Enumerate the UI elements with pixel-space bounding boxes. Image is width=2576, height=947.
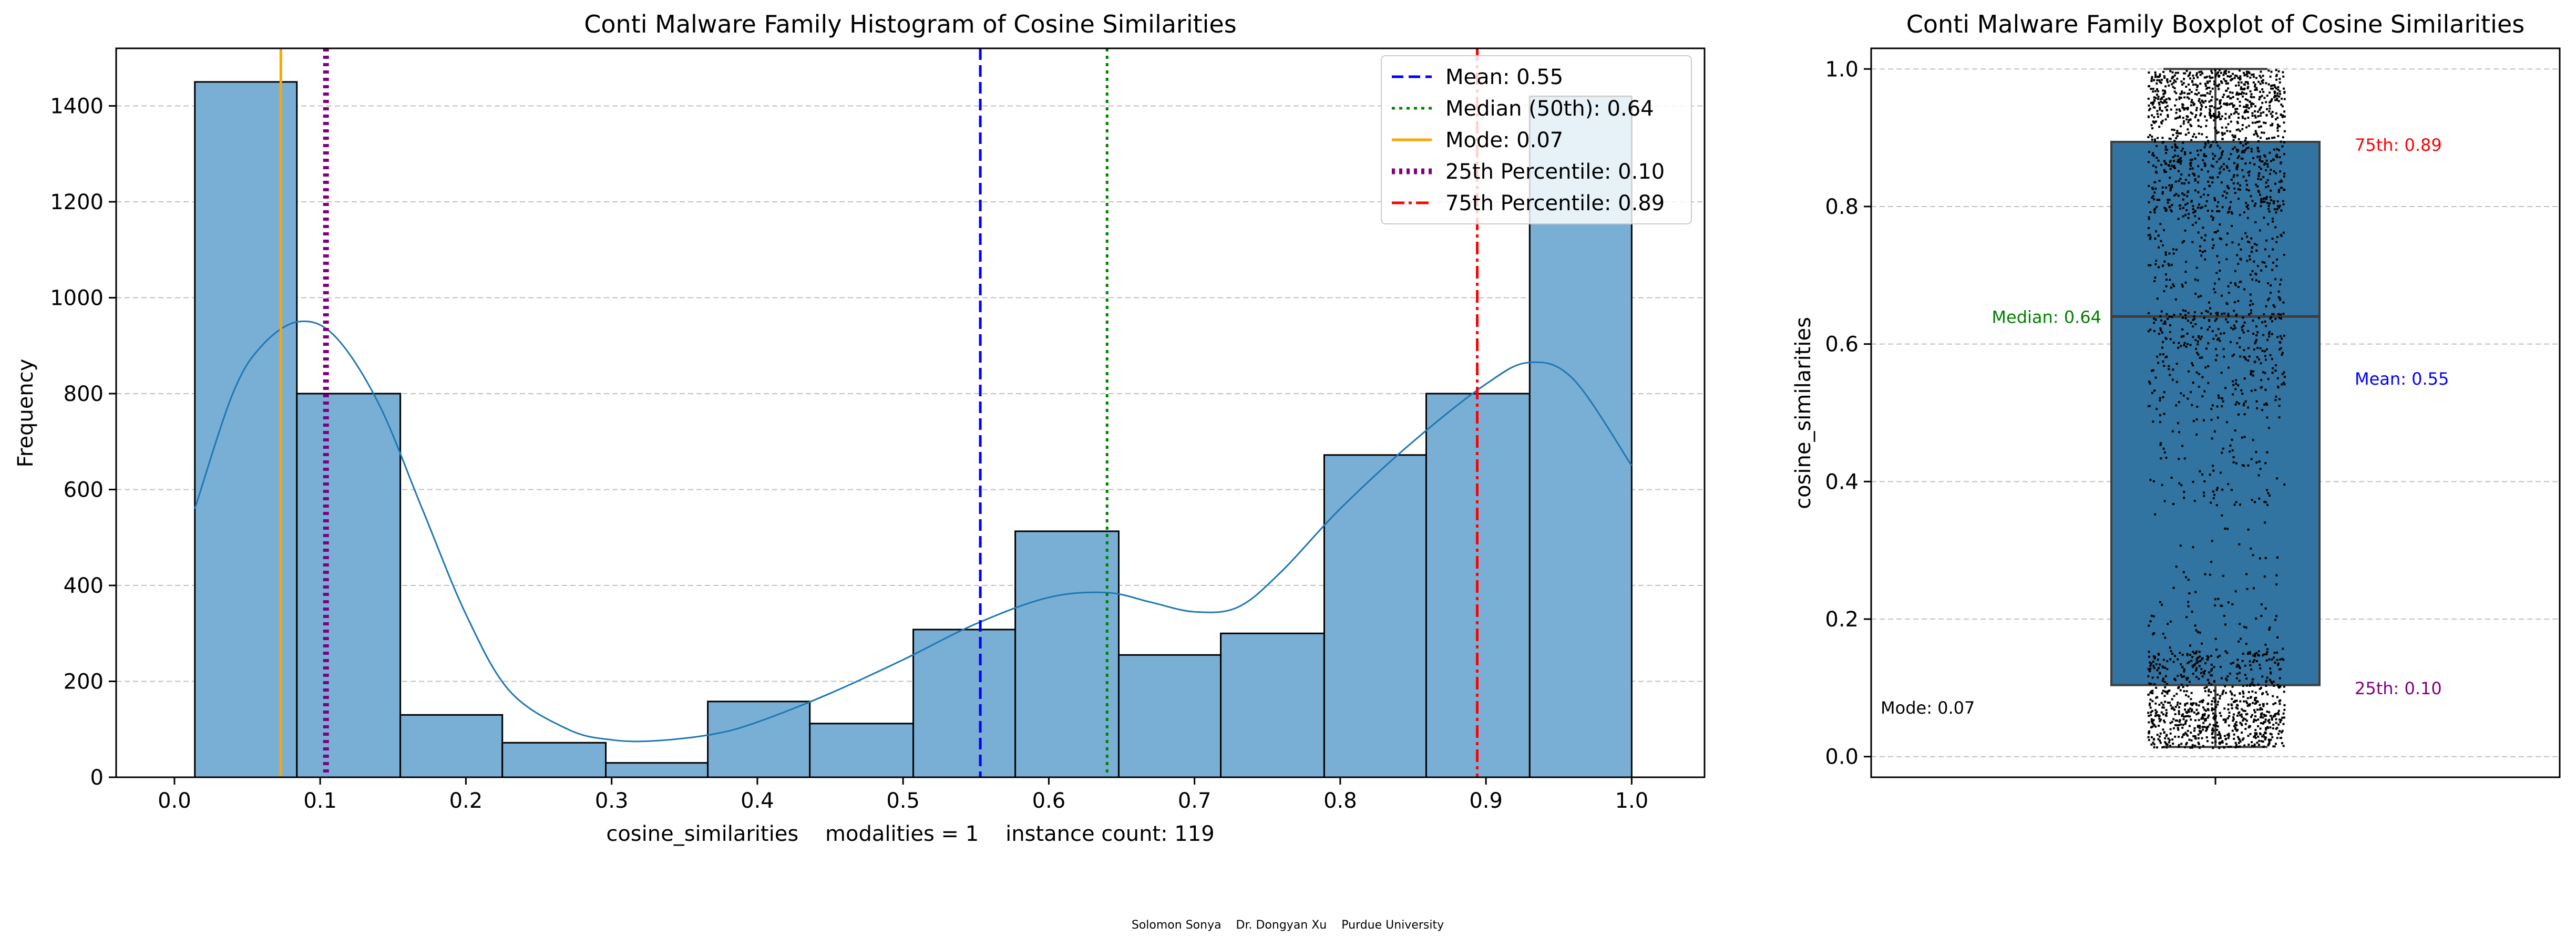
y-tick-label: 0 [90,766,104,790]
y-tick-label: 200 [64,670,104,694]
boxplot-points [2147,69,2286,749]
boxplot-annotation: Mean: 0.55 [2355,369,2449,389]
boxplot-annotations: 75th: 0.89 Median: 0.64 Mean: 0.55 25th: 0.… [1881,135,2449,718]
histogram-bar [399,714,504,778]
y-tick-label: 1200 [50,190,104,214]
x-tick-label: 0.3 [595,789,629,813]
y-tick-label: 0.4 [1825,470,1859,494]
histogram-legend: Mean: 0.55 Median (50th): 0.64 Mode: 0.07 2… [1381,55,1692,224]
histogram-bar [1014,530,1120,778]
histogram-bar [707,701,811,778]
x-tick-label: 0.1 [303,789,337,813]
histogram-plot-frame [115,47,1706,778]
y-tick-label: 1400 [50,95,104,119]
histogram-x-ticks: 0.0 0.1 0.2 0.3 0.4 0.5 0.6 0.7 0.8 0.9 1.0 [158,777,1648,813]
y-tick-label: 0.6 [1825,333,1859,357]
histogram-y-label: Frequency [14,359,38,468]
legend-label: 25th Percentile: 0.10 [1445,160,1665,184]
boxplot-body [2110,68,2321,748]
boxplot-annotation: 25th: 0.10 [2355,678,2442,698]
boxplot-y-label: cosine_similarities [1791,317,1815,509]
histogram-bar [296,393,402,778]
histogram-x-label: cosine_similarities modalities = 1 insta… [606,822,1214,846]
x-tick-label: 0.5 [886,789,920,813]
histogram-bar [1220,632,1325,778]
histogram-bars [194,81,1633,778]
jittered-points [2147,69,2286,749]
y-tick-label: 0.8 [1825,195,1859,219]
histogram-bar [1117,654,1222,778]
x-tick-label: 0.0 [158,789,191,813]
histogram-bar [605,762,709,778]
kde-line [194,320,1633,743]
y-tick-label: 600 [64,478,104,502]
x-tick-label: 0.6 [1032,789,1066,813]
boxplot-annotation: 75th: 0.89 [2355,135,2442,155]
boxplot-annotation: Median: 0.64 [1992,307,2101,327]
histogram-bar [912,629,1017,778]
x-tick-label: 1.0 [1615,789,1649,813]
boxplot-y-ticks: 0.0 0.2 0.4 0.6 0.8 1.0 [1825,57,1871,769]
y-tick-label: 0.2 [1825,608,1859,632]
histogram-title: Conti Malware Family Histogram of Cosine… [584,10,1236,38]
histogram-bar [1323,454,1427,778]
y-tick-label: 1.0 [1825,57,1859,81]
boxplot-panel: Conti Malware Family Boxplot of Cosine S… [1791,10,2561,785]
boxplot-grid [1871,68,2560,757]
y-tick-label: 800 [64,382,104,406]
histogram-bar [501,742,607,778]
x-tick-label: 0.4 [741,789,774,813]
boxplot-title: Conti Malware Family Boxplot of Cosine S… [1906,10,2524,38]
x-tick-label: 0.8 [1323,789,1357,813]
histogram-bar [809,723,915,778]
footer-credits: Solomon Sonya Dr. Dongyan Xu Purdue Univ… [1132,919,1444,932]
y-tick-label: 400 [64,574,104,598]
legend-label: Mode: 0.07 [1445,128,1563,152]
boxplot-annotation: Mode: 0.07 [1881,698,1975,718]
x-tick-label: 0.7 [1178,789,1212,813]
iqr-box [2110,140,2321,686]
x-tick-label: 0.2 [449,789,483,813]
y-tick-label: 0.0 [1825,745,1859,769]
x-tick-label: 0.9 [1469,789,1503,813]
histogram-y-ticks: 0 200 400 600 800 1000 1200 1400 [50,95,116,790]
histogram-kde [194,320,1633,743]
y-tick-label: 1000 [50,286,104,311]
legend-label: Mean: 0.55 [1445,65,1563,89]
legend-box [1381,55,1692,224]
legend-label: Median (50th): 0.64 [1445,97,1654,121]
legend-label: 75th Percentile: 0.89 [1445,191,1665,215]
histogram-panel: Conti Malware Family Histogram of Cosine… [14,10,1706,846]
